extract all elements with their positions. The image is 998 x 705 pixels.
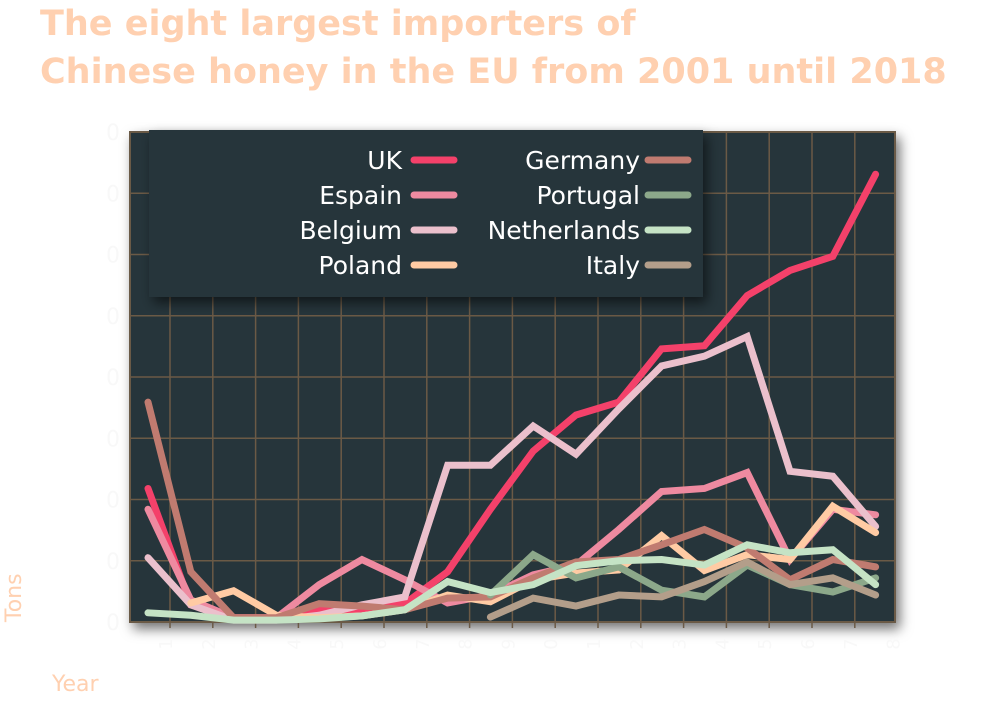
legend-label-uk: UK bbox=[367, 146, 402, 175]
y-tick-label: 0 bbox=[106, 550, 120, 575]
x-tick-label: 8 bbox=[456, 638, 477, 649]
series-line-italy bbox=[486, 558, 880, 621]
y-tick-label: 0 bbox=[106, 244, 120, 269]
legend-label-poland: Poland bbox=[319, 251, 402, 280]
x-tick-label: 4 bbox=[712, 638, 733, 649]
x-tick-label: 2 bbox=[627, 638, 648, 649]
y-tick-label: 0 bbox=[106, 427, 120, 452]
x-tick-label: 1 bbox=[584, 638, 605, 649]
x-tick-label: 3 bbox=[242, 638, 263, 649]
legend-label-belgium: Belgium bbox=[300, 216, 403, 245]
x-tick-label: 7 bbox=[413, 638, 434, 649]
x-tick-label: 8 bbox=[884, 638, 905, 649]
legend-label-italy: Italy bbox=[586, 251, 640, 280]
series-line-netherlands bbox=[144, 541, 880, 624]
x-tick-label: 7 bbox=[841, 638, 862, 649]
legend-label-portugal: Portugal bbox=[536, 181, 640, 210]
legend-label-germany: Germany bbox=[525, 146, 640, 175]
y-tick-label: 0 bbox=[106, 611, 120, 636]
x-tick-label: 5 bbox=[327, 638, 348, 649]
x-tick-label: 1 bbox=[156, 638, 177, 649]
chart-title: The eight largest importers of Chinese h… bbox=[40, 0, 947, 96]
x-tick-label: 4 bbox=[284, 638, 305, 649]
x-tick-label: 0 bbox=[541, 638, 562, 649]
legend: UK Espain Belgium Poland Germany Portugal Neth… bbox=[149, 130, 703, 297]
title-line-2: Chinese honey in the EU from 2001 until … bbox=[40, 52, 947, 92]
y-tick-label: 0 bbox=[106, 182, 120, 207]
x-tick-label: 3 bbox=[670, 638, 691, 649]
x-tick-label: 6 bbox=[798, 638, 819, 649]
x-axis-label: Year bbox=[52, 672, 99, 697]
legend-label-netherlands: Netherlands bbox=[488, 216, 640, 245]
y-tick-label: 0 bbox=[106, 489, 120, 514]
x-tick-label: 9 bbox=[498, 638, 519, 649]
x-tick-label: 6 bbox=[370, 638, 391, 649]
x-tick-label: 2 bbox=[199, 638, 220, 649]
y-tick-label: 0 bbox=[106, 305, 120, 330]
title-line-1: The eight largest importers of bbox=[40, 4, 636, 44]
legend-label-espain: Espain bbox=[319, 181, 402, 210]
y-tick-label: 0 bbox=[106, 121, 120, 146]
x-tick-label: 5 bbox=[755, 638, 776, 649]
y-tick-label: 0 bbox=[106, 366, 120, 391]
series-line-portugal bbox=[486, 550, 880, 601]
